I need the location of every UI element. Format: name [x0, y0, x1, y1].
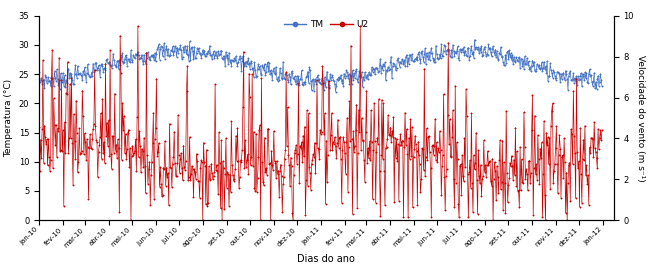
Legend: TM, U2: TM, U2: [280, 16, 373, 32]
X-axis label: Dias do ano: Dias do ano: [297, 254, 355, 264]
Y-axis label: Velocidade do vento (m s⁻¹): Velocidade do vento (m s⁻¹): [636, 55, 645, 181]
Y-axis label: Temperatura (°C): Temperatura (°C): [4, 79, 13, 157]
